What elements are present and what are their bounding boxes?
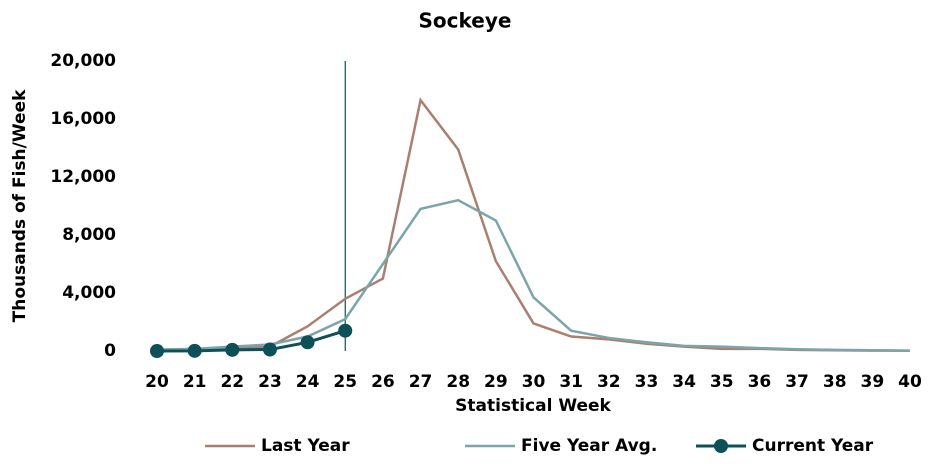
chart-title: Sockeye: [419, 9, 512, 33]
point: [225, 342, 240, 357]
y-tick-label: 12,000: [50, 167, 116, 187]
series-line: [156, 198, 911, 352]
x-tick-label: 25: [333, 372, 357, 392]
y-tick-label: 4,000: [62, 283, 116, 303]
x-tick-label: 40: [898, 372, 922, 392]
point: [338, 323, 353, 338]
point: [150, 344, 164, 358]
x-tick-label: 23: [258, 372, 282, 392]
series-line: [156, 97, 911, 352]
x-tick-label: 36: [748, 372, 772, 392]
legend-label: Five Year Avg.: [521, 436, 657, 456]
x-axis-label: Statistical Week: [455, 396, 611, 416]
x-tick-label: 34: [672, 372, 696, 392]
y-tick-label: 16,000: [50, 109, 116, 129]
point: [262, 342, 277, 357]
x-tick-label: 29: [484, 372, 508, 392]
y-tick-label: 20,000: [50, 51, 116, 71]
legend-marker: [714, 439, 728, 453]
point: [187, 343, 202, 358]
y-tick-label: 8,000: [62, 225, 116, 245]
x-tick-label: 32: [597, 372, 621, 392]
x-tick-label: 30: [522, 372, 546, 392]
legend-label: Last Year: [261, 436, 350, 456]
point: [300, 335, 315, 350]
x-tick-label: 21: [183, 372, 207, 392]
x-tick-label: 39: [861, 372, 885, 392]
x-tick-label: 26: [371, 372, 395, 392]
y-axis-label: Thousands of Fish/Week: [10, 89, 30, 322]
x-tick-label: 35: [710, 372, 734, 392]
x-tick-label: 24: [296, 372, 320, 392]
x-tick-label: 37: [785, 372, 809, 392]
y-tick-label: 0: [104, 341, 116, 361]
x-tick-label: 31: [559, 372, 583, 392]
x-tick-label: 38: [823, 372, 847, 392]
x-tick-label: 28: [446, 372, 470, 392]
legend-label: Current Year: [752, 436, 874, 456]
x-tick-label: 33: [635, 372, 659, 392]
x-tick-label: 22: [220, 372, 244, 392]
x-tick-label: 27: [409, 372, 433, 392]
x-tick-label: 20: [145, 372, 169, 392]
